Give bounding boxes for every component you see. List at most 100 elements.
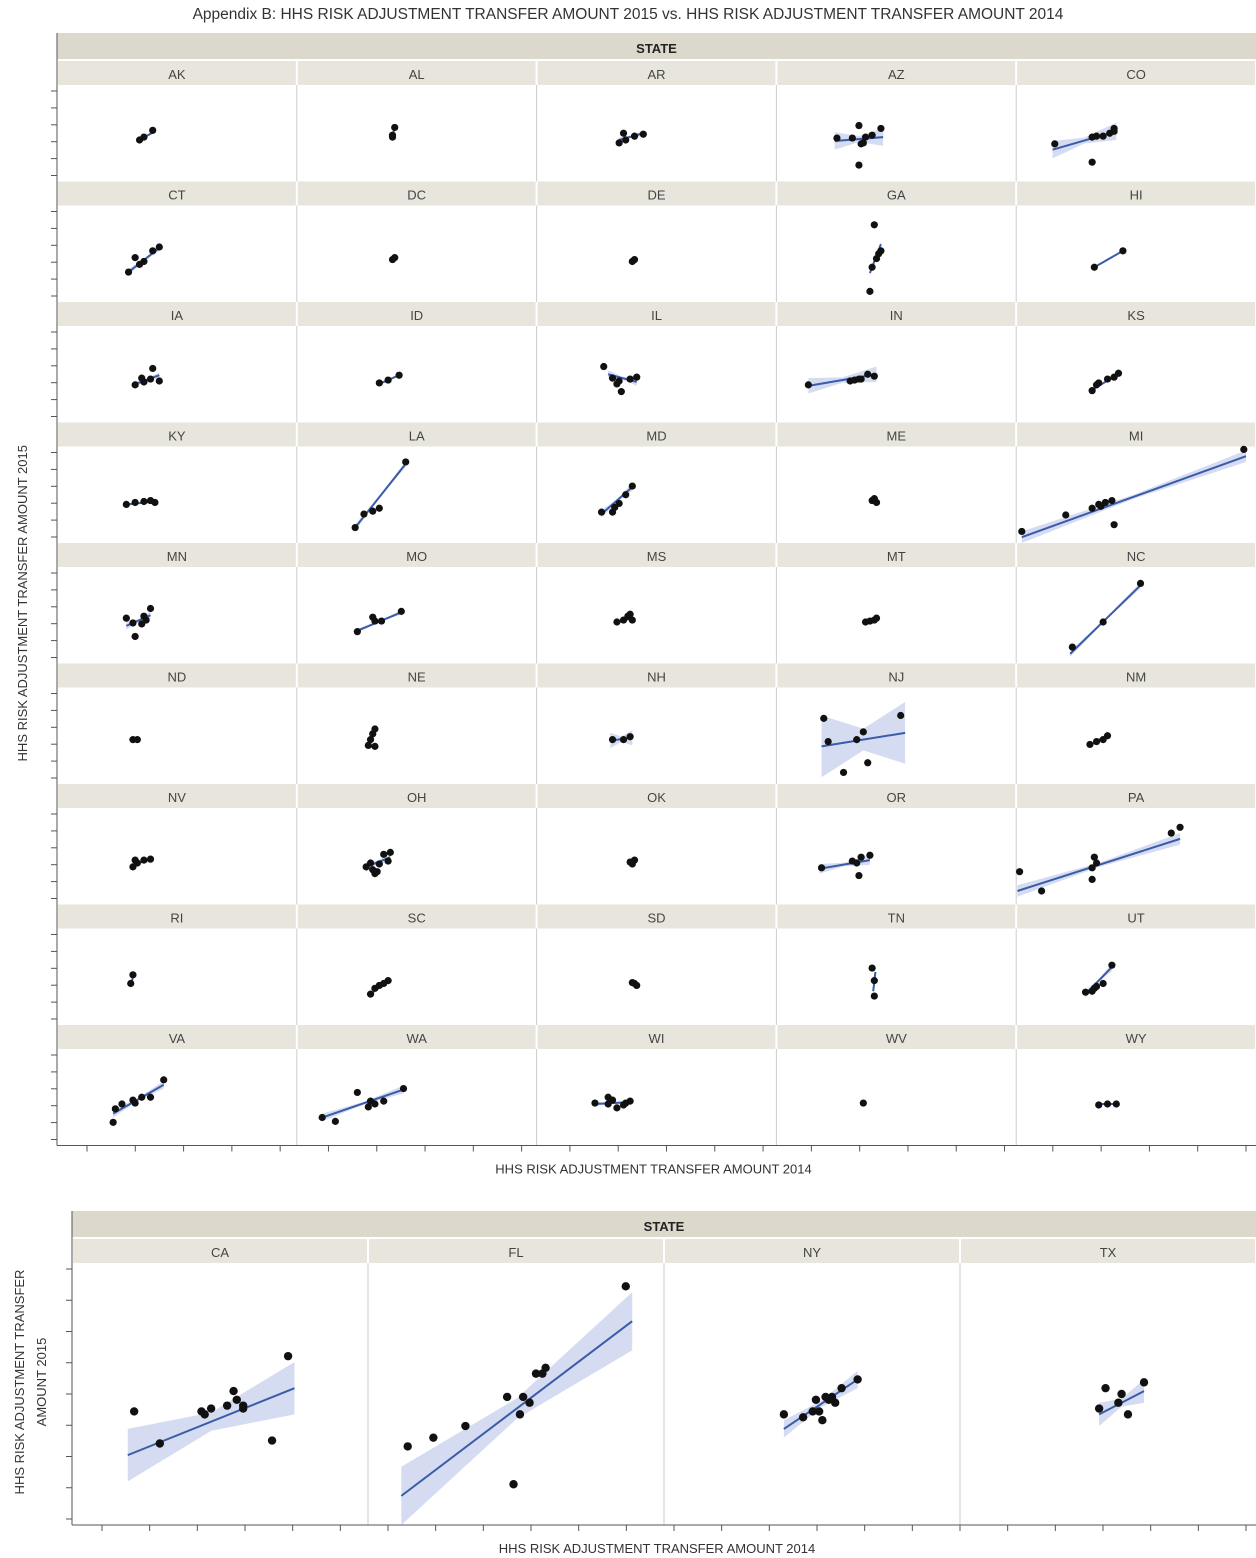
data-point [628, 482, 636, 490]
facet-strip [1017, 543, 1255, 567]
data-point [1086, 740, 1094, 749]
data-point [814, 1407, 824, 1416]
regression-line [127, 1387, 295, 1457]
data-point [1081, 988, 1090, 996]
data-point [206, 1404, 216, 1413]
data-point [525, 1398, 534, 1407]
data-point [613, 1104, 621, 1112]
regression-line [321, 1088, 404, 1119]
facet-strip [58, 663, 296, 688]
facet-wv: WV [775, 1025, 1016, 1146]
data-point [808, 1407, 817, 1416]
facet-label: GA [887, 188, 906, 203]
data-point [1110, 521, 1118, 529]
facet-strip [369, 1239, 663, 1263]
data-point [633, 373, 641, 381]
facet-label: OK [647, 790, 666, 805]
data-point [1088, 864, 1096, 872]
data-point [1136, 579, 1145, 588]
facet-label: SD [647, 911, 665, 926]
facet-strip [1017, 181, 1255, 206]
facet-label: MS [647, 549, 667, 564]
facet-pa: PA [1015, 784, 1255, 905]
facet-strip [297, 663, 536, 688]
facet-label: OR [887, 790, 907, 805]
data-point [1110, 124, 1118, 133]
facet-az: AZ [775, 61, 1016, 182]
facet-label: AZ [888, 67, 905, 82]
data-point [1090, 853, 1098, 861]
data-point [626, 610, 634, 618]
data-point [531, 1369, 541, 1378]
data-point [353, 1088, 361, 1097]
data-point [155, 1439, 165, 1448]
regression-line [1093, 249, 1124, 269]
facet-label: DC [407, 188, 426, 203]
data-point [859, 139, 867, 147]
facet-strip [1017, 422, 1255, 447]
data-point [1094, 1404, 1104, 1413]
data-point [877, 247, 885, 255]
facet-strip [777, 784, 1016, 808]
x-axis-label: HHS RISK ADJUSTMENT TRANSFER AMOUNT 2014 [495, 1162, 811, 1177]
data-point [155, 377, 163, 385]
data-point [200, 1410, 209, 1419]
facet-mn: MN [58, 543, 296, 641]
data-point [395, 371, 403, 379]
data-point [1240, 445, 1248, 453]
facet-nj: NJ [775, 663, 1016, 784]
facet-sd: SD [536, 904, 776, 1025]
data-point [1099, 618, 1107, 626]
data-point [608, 736, 617, 744]
data-point [160, 1076, 168, 1084]
facet-header-bar [57, 33, 1256, 59]
data-point [146, 855, 155, 863]
data-point [864, 759, 872, 767]
state-scatter-grid: STATE AK AL AR AZ CO CT DC DE GA HI IA ID IL IN KS KY LA M… [15, 33, 1256, 1177]
facet-de: DE [536, 181, 776, 302]
facet-wi: WI [536, 1025, 776, 1146]
data-point [238, 1404, 248, 1413]
data-point [626, 733, 634, 741]
data-point [1099, 132, 1107, 140]
data-point [1090, 984, 1098, 992]
facet-ms: MS [536, 543, 776, 664]
data-point [149, 126, 157, 134]
facet-al: AL [296, 61, 536, 182]
data-point [1051, 140, 1059, 148]
data-point [131, 254, 139, 262]
data-point [138, 374, 146, 382]
data-point [870, 977, 878, 985]
facet-strip [777, 181, 1016, 206]
regression-line [834, 136, 884, 142]
facet-ar: AR [536, 61, 776, 182]
data-point [429, 1433, 438, 1442]
data-point [779, 1410, 789, 1419]
data-point [131, 381, 139, 389]
facet-il: IL [536, 302, 776, 423]
regression-line [400, 1320, 633, 1497]
data-point [1018, 527, 1026, 536]
facet-tn: TN [775, 904, 1016, 1025]
facet-label: MT [887, 549, 906, 564]
data-point [364, 1103, 372, 1111]
data-point [133, 736, 141, 744]
facet-ky: KY [58, 422, 296, 508]
facet-label: LA [409, 429, 425, 444]
facet-strip [537, 422, 776, 447]
x-axis-label: HHS RISK ADJUSTMENT TRANSFER AMOUNT 2014 [499, 1541, 815, 1556]
facet-label: MI [1129, 429, 1143, 444]
data-point [820, 714, 828, 722]
facet-label: AL [409, 67, 425, 82]
facet-strip [297, 302, 536, 326]
facet-strip [58, 302, 296, 326]
y-axis-label-line2: AMOUNT 2015 [34, 1338, 49, 1427]
data-point [351, 523, 359, 532]
facet-strip [297, 61, 536, 85]
facet-header-label: STATE [636, 41, 677, 56]
facet-ia: IA [58, 302, 296, 389]
data-point [384, 376, 392, 384]
facet-strip [297, 181, 536, 206]
facet-strip [537, 61, 776, 85]
facet-header-label: STATE [644, 1219, 685, 1234]
